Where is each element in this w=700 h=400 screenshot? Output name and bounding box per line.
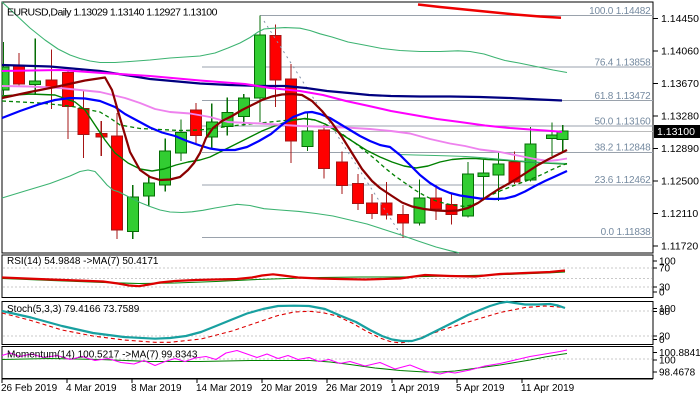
svg-text:70: 70: [659, 264, 671, 275]
svg-text:14 Mar 2019: 14 Mar 2019: [196, 383, 253, 394]
svg-text:1 Apr 2019: 1 Apr 2019: [391, 383, 440, 394]
svg-text:61.8 1.13472: 61.8 1.13472: [595, 91, 652, 102]
svg-text:1.13280: 1.13280: [661, 111, 699, 123]
svg-text:100: 100: [659, 356, 676, 367]
svg-text:Stoch(5,3,3) 79.4166 73.7589: Stoch(5,3,3) 79.4166 73.7589: [7, 304, 140, 315]
svg-text:26 Mar 2019: 26 Mar 2019: [326, 383, 383, 394]
svg-text:20 Mar 2019: 20 Mar 2019: [261, 383, 318, 394]
svg-text:0: 0: [659, 288, 665, 299]
svg-text:26 Feb 2019: 26 Feb 2019: [1, 383, 58, 394]
svg-text:1.14060: 1.14060: [661, 46, 699, 58]
svg-text:1.13670: 1.13670: [661, 78, 699, 90]
svg-text:1.12890: 1.12890: [661, 143, 699, 155]
svg-text:23.6 1.12462: 23.6 1.12462: [595, 175, 652, 186]
svg-text:5 Apr 2019: 5 Apr 2019: [456, 383, 505, 394]
svg-text:0.0 1.11838: 0.0 1.11838: [601, 227, 652, 238]
svg-text:98.4678: 98.4678: [659, 368, 696, 379]
svg-text:RSI(14) 54.9848 ->MA(7) 50.41: RSI(14) 54.9848 ->MA(7) 50.4171: [7, 256, 159, 267]
svg-text:50.0 1.13160: 50.0 1.13160: [595, 117, 652, 128]
svg-text:1.12110: 1.12110: [661, 208, 698, 220]
svg-text:30: 30: [659, 283, 671, 294]
svg-text:1.12500: 1.12500: [661, 176, 699, 188]
svg-text:11 Apr 2019: 11 Apr 2019: [521, 383, 575, 394]
svg-text:80: 80: [659, 307, 671, 318]
svg-text:38.2 1.12848: 38.2 1.12848: [595, 143, 652, 154]
svg-text:1.11720: 1.11720: [661, 241, 698, 253]
svg-text:EURUSD,Daily 1.13029 1.13140: EURUSD,Daily 1.13029 1.13140 1.12927 1.1…: [7, 7, 218, 19]
svg-text:1.13100: 1.13100: [657, 126, 695, 138]
svg-text:4 Mar 2019: 4 Mar 2019: [66, 383, 117, 394]
svg-text:100.0 1.14482: 100.0 1.14482: [589, 6, 651, 17]
svg-text:0: 0: [659, 335, 665, 346]
svg-text:Momentum(14) 100.5217 ->MA(7): Momentum(14) 100.5217 ->MA(7) 99.8343: [7, 350, 198, 361]
svg-text:76.4 1.13858: 76.4 1.13858: [595, 58, 652, 69]
svg-text:100: 100: [659, 304, 676, 315]
svg-text:8 Mar 2019: 8 Mar 2019: [131, 383, 182, 394]
svg-text:100: 100: [659, 257, 676, 268]
svg-text:100.8841: 100.8841: [659, 348, 700, 359]
svg-text:1.14450: 1.14450: [661, 13, 699, 25]
svg-text:20: 20: [659, 332, 671, 343]
